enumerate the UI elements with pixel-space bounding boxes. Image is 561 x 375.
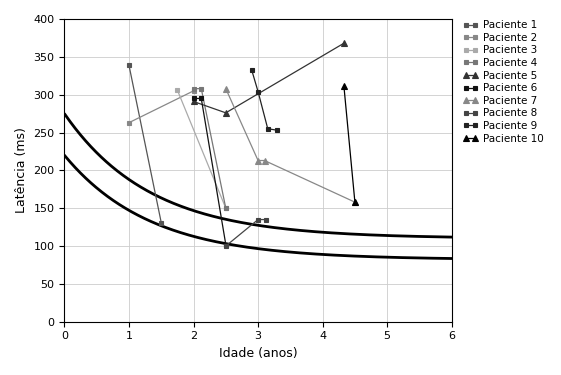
Line: Paciente 7: Paciente 7 [223, 86, 358, 205]
Line: Paciente 2: Paciente 2 [127, 88, 196, 125]
Paciente 1 [158, 220, 164, 225]
Line: Paciente 9: Paciente 9 [249, 67, 280, 133]
Paciente 2 [126, 120, 132, 125]
Paciente 5 [222, 111, 229, 115]
Paciente 2 [190, 88, 197, 93]
X-axis label: Idade (anos): Idade (anos) [219, 347, 297, 360]
Paciente 4 [222, 206, 229, 210]
Line: Paciente 5: Paciente 5 [190, 40, 347, 116]
Line: Paciente 8: Paciente 8 [223, 217, 268, 249]
Paciente 4 [198, 86, 205, 91]
Paciente 7 [352, 200, 358, 204]
Paciente 6 [198, 96, 205, 101]
Line: Paciente 6: Paciente 6 [191, 96, 228, 247]
Paciente 4 [190, 86, 197, 91]
Paciente 1 [126, 63, 132, 68]
Line: Paciente 3: Paciente 3 [175, 88, 228, 211]
Line: Paciente 10: Paciente 10 [341, 83, 358, 205]
Paciente 6 [190, 96, 197, 101]
Paciente 8 [263, 217, 269, 222]
Paciente 7 [222, 86, 229, 91]
Line: Paciente 4: Paciente 4 [191, 86, 228, 211]
Paciente 3 [222, 206, 229, 210]
Paciente 9 [249, 68, 255, 72]
Paciente 10 [341, 84, 347, 88]
Paciente 10 [352, 200, 358, 204]
Paciente 3 [174, 88, 181, 92]
Paciente 9 [255, 89, 261, 94]
Paciente 5 [190, 99, 197, 104]
Line: Paciente 1: Paciente 1 [127, 63, 164, 225]
Paciente 5 [341, 41, 347, 45]
Paciente 6 [222, 242, 229, 247]
Paciente 8 [255, 217, 261, 222]
Legend: Paciente 1, Paciente 2, Paciente 3, Paciente 4, Paciente 5, Paciente 6, Paciente: Paciente 1, Paciente 2, Paciente 3, Paci… [461, 18, 545, 146]
Paciente 8 [222, 244, 229, 248]
Paciente 9 [274, 128, 281, 132]
Paciente 7 [261, 158, 268, 163]
Y-axis label: Latência (ms): Latência (ms) [15, 128, 28, 213]
Paciente 9 [264, 126, 271, 131]
Paciente 7 [255, 158, 261, 163]
